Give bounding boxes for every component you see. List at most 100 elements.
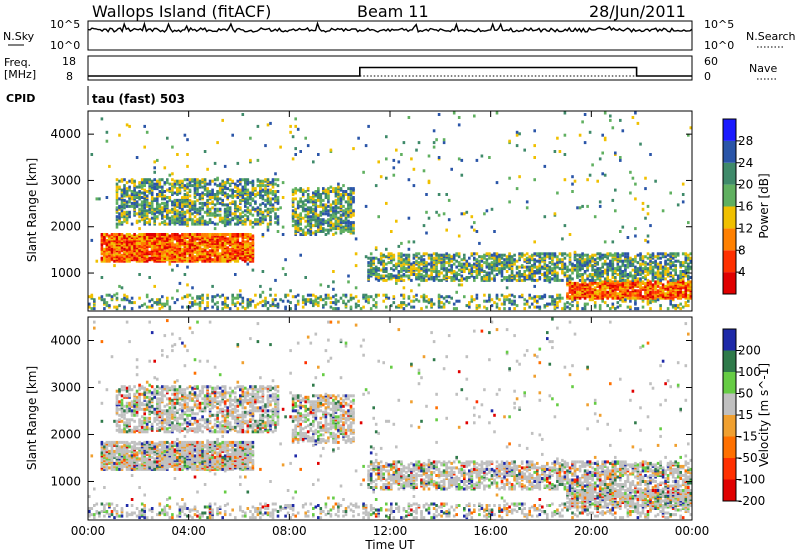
echo-cell — [186, 305, 189, 309]
echo-cell — [301, 216, 305, 220]
echo-cell — [266, 178, 270, 182]
echo-cell — [488, 277, 491, 281]
echo-cell — [181, 238, 184, 242]
echo-cell — [646, 204, 650, 208]
echo-cell — [236, 204, 240, 208]
echo-cell — [153, 212, 156, 216]
echo-cell — [636, 253, 640, 257]
echo-cell — [118, 204, 121, 208]
echo-cell — [571, 267, 574, 271]
echo-cell — [236, 240, 240, 244]
echo-cell — [659, 265, 662, 269]
echo-cell — [500, 267, 504, 271]
echo-cell — [530, 270, 534, 273]
echo-cell — [385, 278, 388, 282]
echo-cell — [621, 252, 625, 256]
echo-cell — [329, 228, 333, 232]
echo-cell — [425, 268, 428, 272]
echo-cell — [440, 301, 443, 305]
echo-cell — [276, 178, 280, 182]
echo-cell — [211, 179, 214, 183]
echo-cell — [181, 233, 184, 236]
echo-cell — [191, 296, 194, 300]
echo-cell — [171, 296, 174, 300]
echo-cell — [636, 280, 640, 284]
echo-cell — [402, 286, 406, 290]
echo-cell — [294, 230, 297, 233]
echo-cell — [226, 203, 229, 207]
echo-cell — [563, 305, 567, 309]
echo-cell — [498, 267, 501, 271]
echo-cell — [437, 193, 441, 196]
echo-cell — [216, 184, 219, 188]
echo-cell — [143, 124, 146, 128]
echo-cell — [128, 243, 131, 247]
echo-cell — [634, 259, 637, 263]
echo-cell — [412, 256, 416, 260]
echo-cell — [163, 207, 167, 211]
echo-cell — [515, 265, 519, 269]
echo-cell — [226, 259, 229, 263]
echo-cell — [397, 259, 401, 263]
echo-cell — [455, 265, 458, 269]
echo-cell — [206, 191, 209, 195]
echo-cell — [332, 209, 335, 213]
echo-cell — [352, 191, 355, 195]
freq-label: Freq. — [4, 56, 31, 69]
echo-cell — [631, 277, 635, 281]
echo-cell — [168, 249, 172, 253]
echo-cell — [231, 233, 234, 236]
echo-cell — [347, 230, 350, 233]
echo-cell — [140, 196, 144, 199]
echo-cell — [304, 276, 307, 279]
echo-cell — [646, 262, 650, 266]
echo-cell — [450, 276, 453, 279]
echo-cell — [659, 286, 662, 290]
echo-cell — [181, 252, 184, 256]
echo-cell — [498, 270, 501, 273]
echo-cell — [664, 252, 667, 256]
echo-cell — [216, 141, 219, 145]
echo-cell — [669, 296, 672, 300]
echo-cell — [558, 150, 562, 153]
echo-cell — [281, 225, 285, 229]
echo-cell — [113, 250, 116, 254]
echo-cell — [498, 258, 501, 262]
freq-tick-bottom: 8 — [66, 70, 73, 83]
echo-cell — [208, 249, 212, 253]
echo-cell — [171, 233, 174, 236]
echo-cell — [221, 301, 224, 305]
echo-cell — [518, 265, 521, 269]
echo-cell — [244, 197, 247, 201]
echo-cell — [442, 258, 446, 262]
echo-cell — [206, 198, 209, 202]
echo-cell — [558, 296, 562, 300]
echo-cell — [216, 176, 219, 180]
echo-cell — [354, 264, 358, 268]
echo-cell — [291, 212, 295, 216]
echo-cell — [397, 270, 401, 273]
echo-cell — [566, 301, 569, 305]
echo-cell — [239, 233, 242, 236]
echo-cell — [213, 295, 217, 299]
echo-cell — [188, 184, 192, 188]
echo-cell — [525, 252, 529, 256]
echo-cell — [385, 176, 388, 180]
echo-cell — [390, 267, 393, 271]
echo-cell — [422, 267, 426, 271]
echo-cell — [259, 222, 262, 226]
echo-cell — [145, 130, 149, 134]
echo-cell — [493, 252, 496, 256]
echo-cell — [455, 290, 458, 294]
echo-cell — [306, 206, 310, 210]
echo-cell — [259, 196, 262, 199]
echo-cell — [312, 191, 315, 195]
echo-cell — [546, 277, 549, 281]
echo-cell — [624, 255, 627, 259]
echo-cell — [367, 295, 370, 299]
echo-cell — [450, 296, 453, 300]
echo-cell — [651, 283, 655, 287]
echo-cell — [457, 268, 461, 272]
echo-cell — [206, 194, 209, 198]
echo-cell — [332, 270, 335, 273]
